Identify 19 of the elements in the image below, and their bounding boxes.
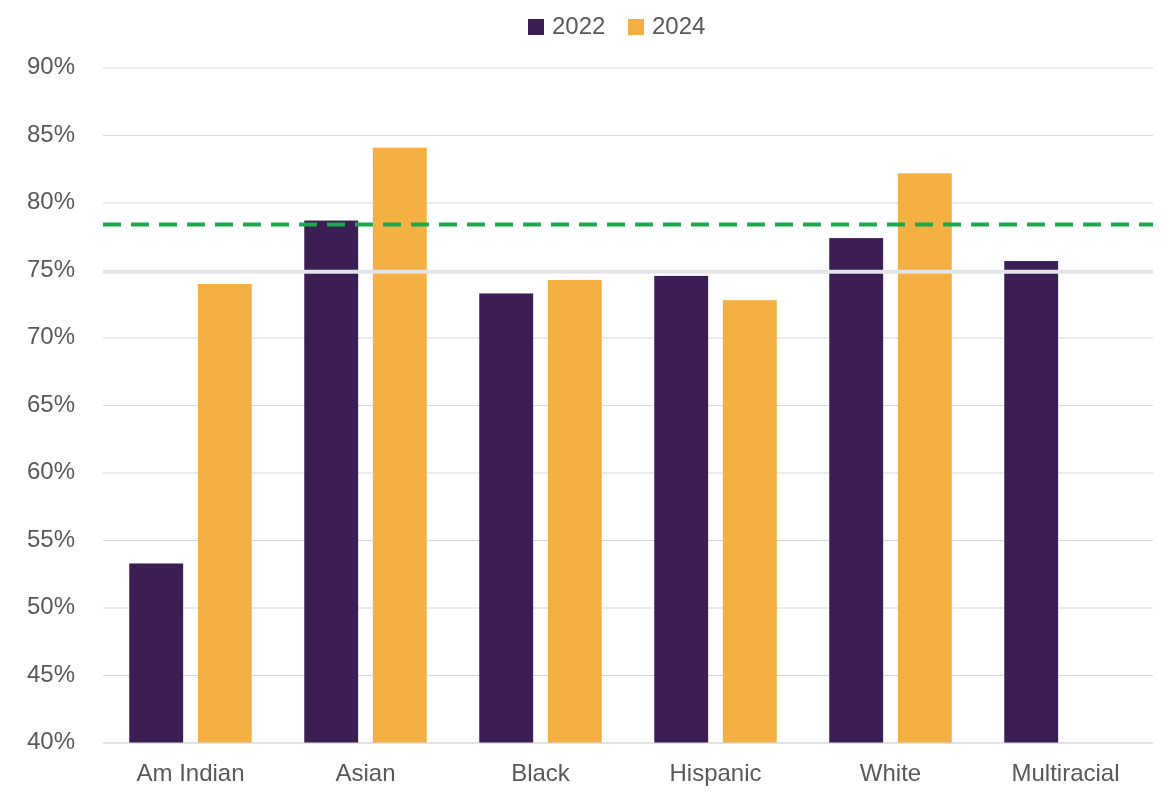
y-tick-label: 80%: [26, 187, 75, 215]
y-tick-label: 50%: [26, 592, 75, 620]
legend-label: 2022: [552, 12, 606, 40]
y-tick-label: 90%: [26, 52, 75, 80]
y-tick-label: 55%: [26, 524, 75, 552]
y-tick-label: 45%: [26, 659, 75, 687]
y-tick-label: 40%: [26, 727, 75, 755]
x-tick-label: Black: [511, 759, 571, 786]
y-tick-label: 60%: [26, 457, 75, 485]
x-tick-label: Am Indian: [136, 759, 245, 786]
legend-label: 2024: [652, 12, 706, 40]
y-tick-label: 70%: [26, 322, 75, 350]
x-tick-label: Hispanic: [669, 759, 762, 786]
x-tick-label: Multiracial: [1011, 759, 1120, 786]
y-tick-label: 85%: [26, 119, 75, 147]
y-tick-label: 75%: [26, 254, 75, 282]
x-tick-label: White: [859, 759, 922, 786]
x-tick-label: Asian: [335, 759, 396, 786]
y-tick-label: 65%: [26, 389, 75, 417]
